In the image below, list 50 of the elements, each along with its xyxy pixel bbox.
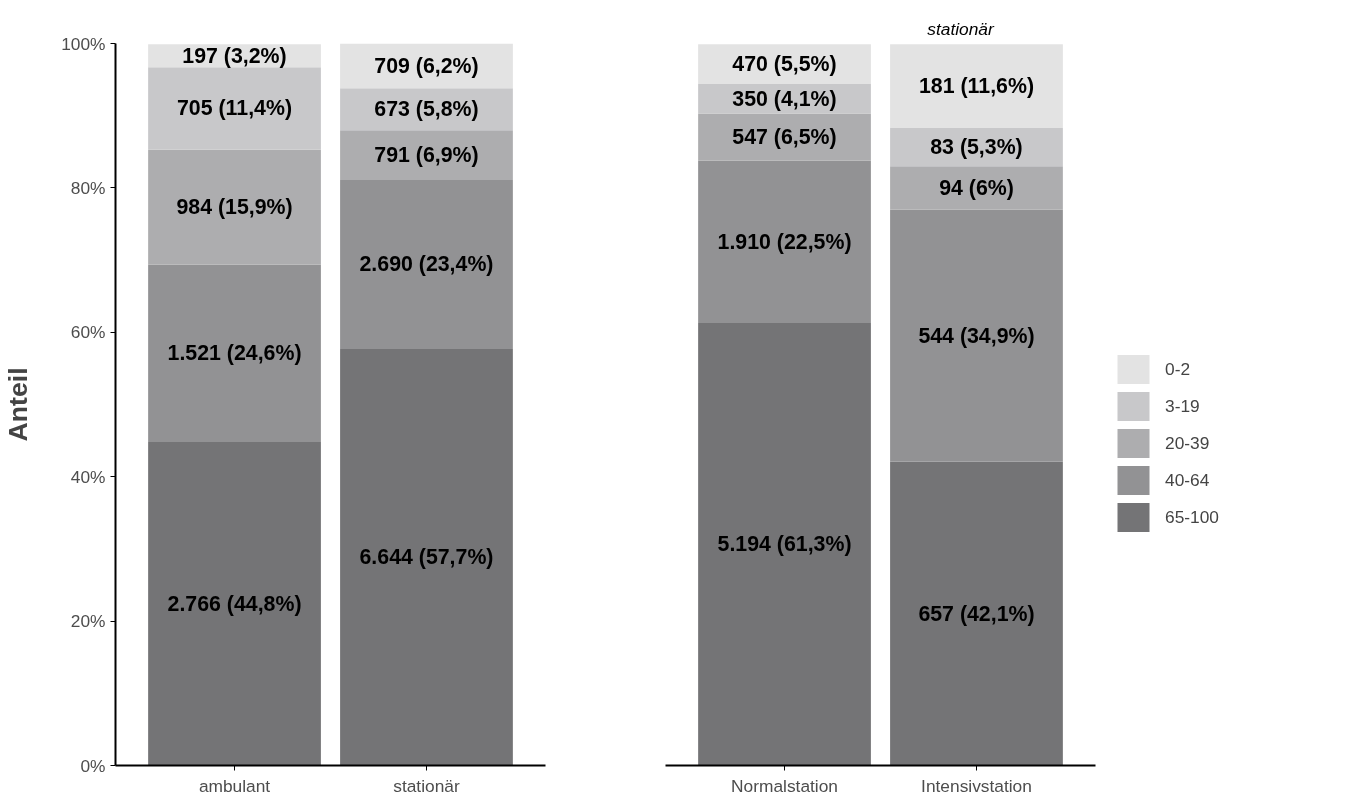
data-label: 705 (11,4%) [177,96,293,121]
data-label: 673 (5,8%) [374,97,479,122]
data-label: 1.521 (24,6%) [167,341,302,366]
y-tick-label: 40% [70,466,106,487]
x-tick-label: Normalstation [731,775,838,796]
y-tick-label: 100% [61,33,106,54]
bar [890,461,1063,766]
x-tick-label: ambulant [198,775,271,796]
legend-label: 0-2 [1165,358,1191,380]
bar [340,348,513,766]
bar [148,67,321,150]
data-label: 83 (5,3%) [930,135,1023,160]
data-label: 657 (42,1%) [918,601,1035,626]
data-label: 94 (6%) [939,175,1014,200]
bar [890,209,1063,462]
data-label: 547 (6,5%) [732,125,837,149]
x-tick-label: stationär [393,775,460,796]
data-label: 197 (3,2%) [182,43,287,68]
data-label: 350 (4,1%) [732,86,837,111]
y-tick-label: 60% [70,322,106,343]
data-label: 791 (6,9%) [374,143,479,168]
data-label: 2.690 (23,4%) [359,252,494,277]
data-label: 5.194 (61,3%) [717,532,852,557]
data-label: 984 (15,9%) [176,195,293,220]
data-label: 2.766 (44,8%) [167,591,302,616]
legend-label: 40-64 [1165,469,1210,491]
legend-label: 65-100 [1165,506,1219,528]
data-label: 1.910 (22,5%) [717,229,852,254]
chart-title: stationär [927,18,995,39]
bar [148,149,321,265]
bar [890,166,1063,210]
bar [148,442,321,766]
data-label: 709 (6,2%) [374,53,479,78]
data-label: 6.644 (57,7%) [359,545,494,570]
bar [698,160,871,323]
bar [698,322,871,766]
x-tick-label: Intensivstation [921,775,1032,796]
bar [890,44,1063,128]
data-label: 470 (5,5%) [732,52,837,77]
bar [340,130,513,180]
y-axis-title: Anteil [3,367,34,442]
legend-label: 3-19 [1165,395,1200,417]
bar [340,179,513,349]
y-tick-label: 0% [80,755,106,776]
y-tick-label: 20% [70,611,106,632]
y-tick-label: 80% [70,177,106,198]
bar [148,264,321,443]
data-label: 181 (11,6%) [918,74,1034,99]
legend-label: 20-39 [1165,432,1210,454]
data-label: 544 (34,9%) [918,323,1035,348]
